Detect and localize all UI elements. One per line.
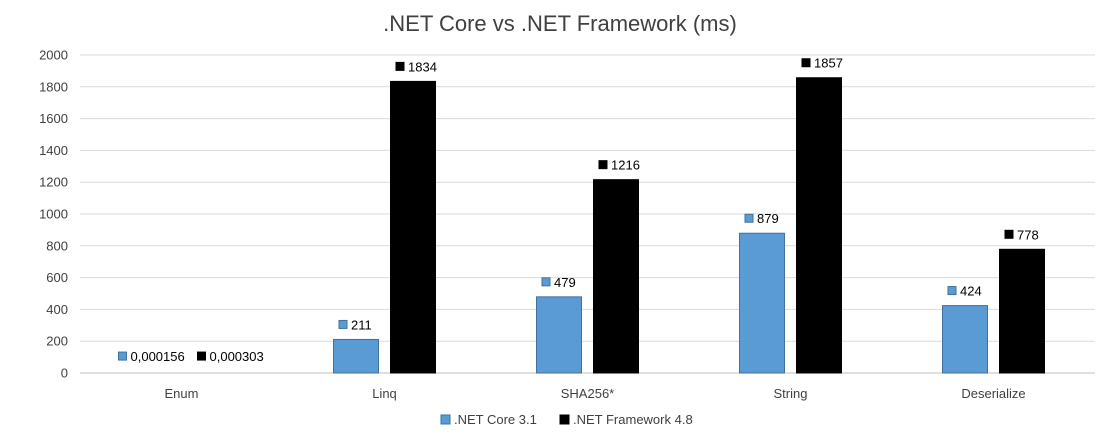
y-tick-label: 1400 bbox=[39, 143, 68, 158]
data-label: 424 bbox=[960, 284, 982, 299]
data-label-marker bbox=[1004, 229, 1014, 239]
bar bbox=[593, 179, 639, 374]
data-label: 879 bbox=[757, 211, 779, 226]
data-label-marker bbox=[118, 351, 127, 361]
data-label-marker bbox=[541, 277, 551, 287]
y-tick-label: 1800 bbox=[39, 79, 68, 94]
bar bbox=[739, 232, 785, 374]
y-axis-tick-labels: 0 200 400 600 800 1000 1200 1400 1600 1800 2000 bbox=[39, 48, 68, 381]
y-tick-label: 800 bbox=[46, 238, 68, 253]
bar bbox=[999, 248, 1045, 374]
x-category-label: SHA256* bbox=[561, 386, 614, 401]
x-category-label: Enum bbox=[165, 386, 199, 401]
data-labels: 0,000156 0,000303 211 1834 479 1216 879 1857 424… bbox=[118, 56, 1039, 364]
data-label-marker bbox=[598, 160, 608, 170]
bar bbox=[796, 77, 842, 374]
legend-label: .NET Core 3.1 bbox=[454, 412, 537, 427]
legend-swatch bbox=[440, 414, 451, 425]
bar bbox=[536, 296, 582, 374]
y-tick-label: 0 bbox=[61, 366, 68, 381]
bar bbox=[390, 80, 436, 374]
data-label-marker bbox=[947, 286, 957, 296]
bar-series bbox=[333, 77, 1045, 374]
data-label-marker bbox=[197, 351, 206, 361]
data-label: 0,000156 bbox=[131, 349, 185, 364]
data-label-marker bbox=[744, 213, 754, 223]
x-category-label: String bbox=[774, 386, 808, 401]
y-tick-label: 600 bbox=[46, 270, 68, 285]
data-label-marker bbox=[338, 319, 348, 329]
x-category-label: Linq bbox=[372, 386, 397, 401]
bar bbox=[333, 338, 379, 374]
y-tick-label: 1000 bbox=[39, 207, 68, 222]
data-label: 1834 bbox=[408, 59, 437, 74]
data-label-marker bbox=[801, 58, 811, 68]
y-tick-label: 2000 bbox=[39, 48, 68, 63]
x-axis-category-labels: Enum Linq SHA256* String Deserialize bbox=[165, 386, 1026, 401]
y-tick-label: 1200 bbox=[39, 175, 68, 190]
data-label: 479 bbox=[554, 275, 576, 290]
bar bbox=[942, 305, 988, 374]
legend-swatch bbox=[559, 414, 570, 425]
chart-title: .NET Core vs .NET Framework (ms) bbox=[383, 11, 737, 36]
x-category-label: Deserialize bbox=[961, 386, 1025, 401]
data-label: 211 bbox=[351, 317, 372, 332]
data-label: 1216 bbox=[611, 158, 640, 173]
y-tick-label: 1600 bbox=[39, 111, 68, 126]
y-tick-label: 400 bbox=[46, 302, 68, 317]
data-label: 778 bbox=[1017, 227, 1039, 242]
y-tick-label: 200 bbox=[46, 334, 68, 349]
gridlines bbox=[80, 54, 1095, 374]
data-label-marker bbox=[395, 61, 405, 71]
data-label: 1857 bbox=[814, 56, 843, 71]
data-label: 0,000303 bbox=[210, 349, 264, 364]
legend: .NET Core 3.1 .NET Framework 4.8 bbox=[440, 412, 693, 427]
legend-label: .NET Framework 4.8 bbox=[573, 412, 693, 427]
